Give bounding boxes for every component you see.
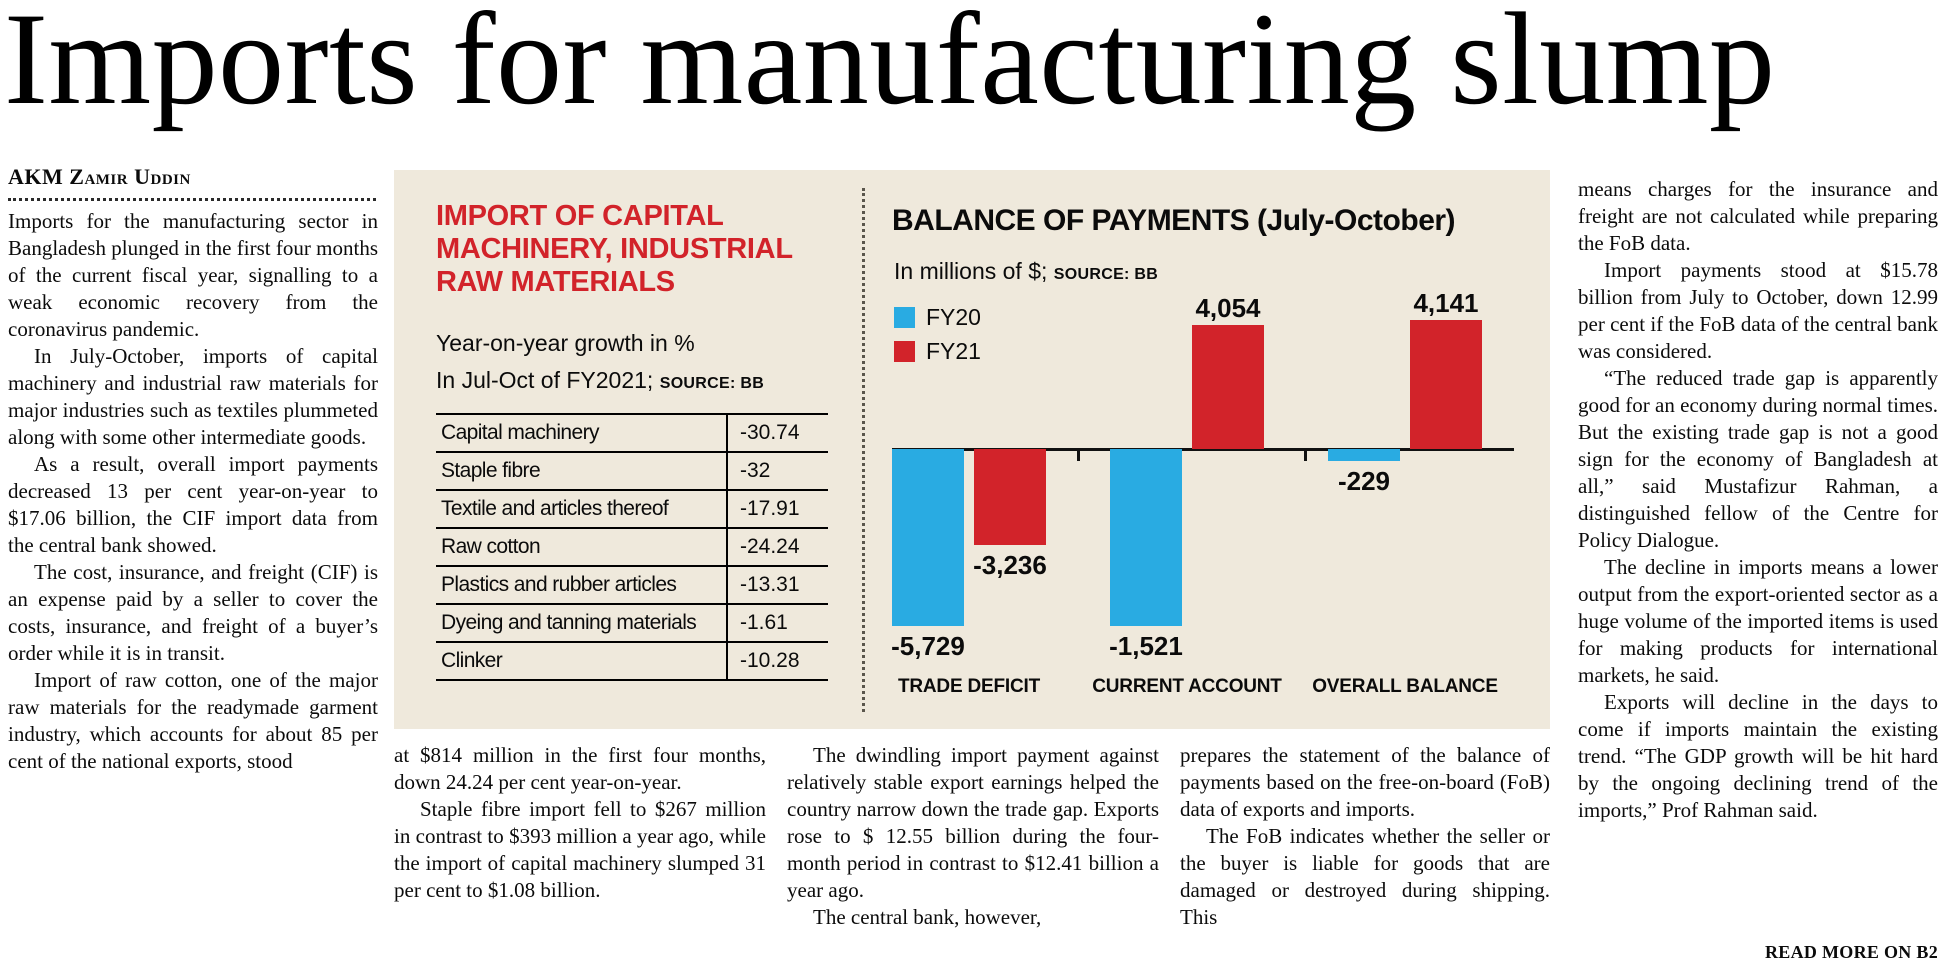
fy21-swatch-icon (894, 340, 915, 362)
article-column-4: prepares the statement of the balance of… (1180, 742, 1550, 978)
legend-label-fy20: FY20 (926, 303, 981, 330)
growth-table-row: Dyeing and tanning materials -1.61 (436, 605, 828, 643)
article-paragraph: Import of raw cotton, one of the major r… (8, 668, 378, 773)
growth-table-row-label: Textile and articles thereof (436, 491, 728, 527)
chart-plot: -5,729 -3,236 TRADE DEFICIT -1,521 4,054 CURR… (891, 288, 1514, 726)
chart-axis-tick (1077, 448, 1080, 461)
bar-fy21-overall-balance (1410, 320, 1482, 449)
infobox-period-line: In Jul-Oct of FY2021; SOURCE: BB (436, 367, 764, 394)
chart-title: BALANCE OF PAYMENTS (July-October) (892, 204, 1456, 237)
headline: Imports for manufacturing slump (4, 0, 1776, 132)
growth-table-row-label: Clinker (436, 643, 728, 679)
article-column-2: at $814 million in the first four months… (394, 742, 766, 978)
growth-table-row-label: Capital machinery (436, 415, 728, 451)
growth-table-body: Capital machinery -30.74 Staple fibre -32 Te… (436, 415, 828, 681)
infobox-title: IMPORT OF CAPITAL MACHINERY, INDUSTRIAL … (436, 200, 793, 298)
dotted-vertical-divider (862, 188, 865, 712)
article-paragraph: at $814 million in the first four months… (394, 743, 766, 794)
bar-fy21-current-account (1192, 325, 1264, 449)
article-column-5: means charges for the insurance and frei… (1578, 176, 1938, 978)
bar-value-label: 4,141 (1413, 288, 1479, 318)
category-label: CURRENT ACCOUNT (1092, 676, 1282, 697)
chart-subtitle: In millions of $; SOURCE: BB (894, 258, 1158, 285)
byline-dotted-rule (8, 198, 376, 201)
growth-table-row-value: -1.61 (740, 611, 788, 634)
legend-item-fy20: FY20 (894, 300, 981, 334)
growth-table-row: Clinker -10.28 (436, 643, 828, 681)
legend-label-fy21: FY21 (926, 337, 981, 364)
article-column-3: The dwindling import payment against rel… (787, 742, 1159, 978)
byline: AKM Zamir Uddin (8, 164, 191, 189)
article-paragraph: “The reduced trade gap is apparently goo… (1578, 366, 1938, 552)
article-paragraph: The decline in imports means a lower out… (1578, 555, 1938, 687)
legend-item-fy21: FY21 (894, 334, 981, 368)
bar-value-label: -1,521 (1109, 631, 1183, 661)
article-paragraph: In July-October, imports of capital mach… (8, 344, 378, 449)
chart-baseline (892, 448, 1514, 451)
infobox-growth-label: Year-on-year growth in % (436, 330, 695, 356)
article-paragraph: The cost, insurance, and freight (CIF) i… (8, 560, 378, 665)
read-more-link[interactable]: READ MORE ON B2 (1764, 942, 1938, 962)
category-label: OVERALL BALANCE (1312, 676, 1498, 697)
growth-table-row-value: -10.28 (740, 649, 800, 672)
bar-fy21-trade-deficit (974, 449, 1046, 545)
article-paragraph: The central bank, however, (813, 905, 1042, 929)
category-label: TRADE DEFICIT (897, 676, 1040, 697)
growth-table-row-value: -30.74 (740, 421, 800, 444)
article-paragraph: The FoB indicates whether the seller or … (1180, 824, 1550, 929)
article-paragraph: The dwindling import payment against rel… (787, 743, 1159, 902)
chart-axis-tick (1304, 448, 1307, 461)
chart-source-label: SOURCE: BB (1053, 266, 1159, 283)
article-paragraph: means charges for the insurance and frei… (1578, 177, 1938, 255)
bar-value-label: -3,236 (973, 550, 1047, 580)
growth-table-row-label: Staple fibre (436, 453, 728, 489)
bar-fy20-trade-deficit (892, 449, 964, 626)
infobox-source-label: SOURCE: BB (659, 375, 765, 392)
bar-value-label: 4,054 (1195, 293, 1261, 323)
growth-table-row-value: -24.24 (740, 535, 800, 558)
growth-table-row: Raw cotton -24.24 (436, 529, 828, 567)
growth-table-row-label: Dyeing and tanning materials (436, 605, 728, 641)
article-paragraph: prepares the statement of the balance of… (1180, 743, 1550, 821)
growth-table-row: Capital machinery -30.74 (436, 415, 828, 453)
growth-table-row-value: -13.31 (740, 573, 800, 596)
infographic-box: IMPORT OF CAPITAL MACHINERY, INDUSTRIAL … (394, 170, 1550, 729)
article-column-5-text: means charges for the insurance and frei… (1578, 176, 1938, 824)
growth-table-row-label: Raw cotton (436, 529, 728, 565)
chart-unit-label: In millions of $; (894, 258, 1048, 284)
article-paragraph: Exports will decline in the days to come… (1578, 690, 1938, 822)
bar-value-label: -5,729 (891, 631, 965, 661)
growth-table-row: Staple fibre -32 (436, 453, 828, 491)
article-paragraph: Staple fibre import fell to $267 million… (394, 797, 766, 902)
article-paragraph: Import payments stood at $15.78 billion … (1578, 258, 1938, 363)
bar-value-label: -229 (1337, 466, 1391, 496)
infobox-period-label: In Jul-Oct of FY2021; (436, 367, 654, 393)
growth-table-row-value: -17.91 (740, 497, 800, 520)
bar-fy20-overall-balance (1328, 449, 1400, 461)
growth-table-row: Plastics and rubber articles -13.31 (436, 567, 828, 605)
fy20-swatch-icon (894, 306, 915, 328)
growth-table: Capital machinery -30.74 Staple fibre -32 Te… (436, 413, 828, 681)
article-paragraph: Imports for the manufacturing sector in … (8, 209, 378, 341)
growth-table-row: Textile and articles thereof -17.91 (436, 491, 828, 529)
bar-fy20-current-account (1110, 449, 1182, 626)
article-paragraph: As a result, overall import payments dec… (8, 452, 378, 557)
chart-legend: FY20 FY21 (894, 300, 981, 368)
growth-table-row-label: Plastics and rubber articles (436, 567, 728, 603)
growth-table-row-value: -32 (740, 459, 771, 482)
article-column-1: Imports for the manufacturing sector in … (8, 208, 378, 978)
